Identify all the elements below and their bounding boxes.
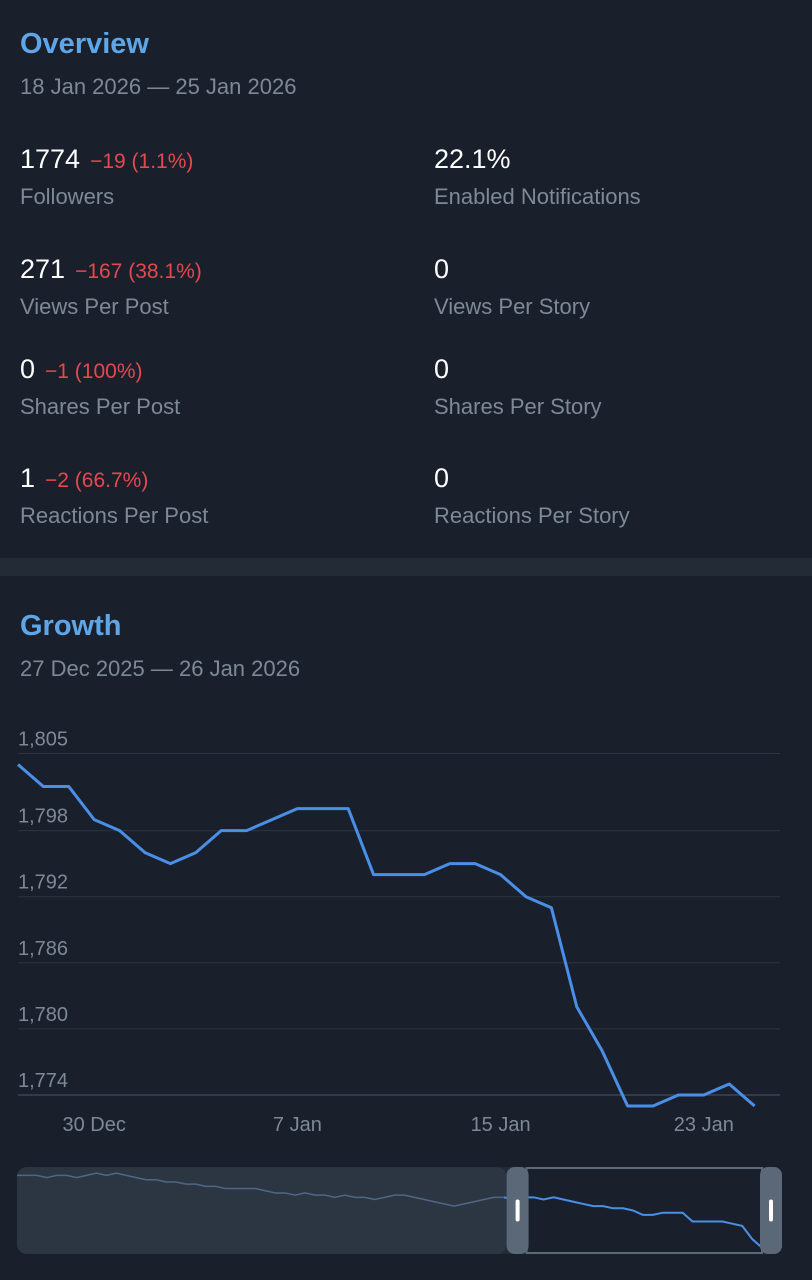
stat-reactions-per-story: 0 Reactions Per Story <box>434 463 630 528</box>
stat-value: 1774 <box>20 144 81 174</box>
stat-label: Views Per Story <box>434 294 591 319</box>
stat-delta: −19 (1.1%) <box>90 150 194 173</box>
stat-delta: −167 (38.1%) <box>75 260 202 283</box>
stat-label: Reactions Per Post <box>20 503 209 528</box>
stat-value: 0 <box>20 354 36 384</box>
stat-label: Views Per Post <box>20 294 169 319</box>
stat-value: 0 <box>434 354 450 384</box>
stat-enabled-notifications: 22.1% Enabled Notifications <box>434 144 641 209</box>
stat-value: 22.1% <box>434 144 511 174</box>
stat-delta: −2 (66.7%) <box>45 469 149 492</box>
stat-label: Reactions Per Story <box>434 503 630 528</box>
stat-value: 0 <box>434 463 450 493</box>
stat-value: 1 <box>20 463 36 493</box>
stat-label: Shares Per Story <box>434 394 602 419</box>
stat-value: 271 <box>20 254 66 284</box>
stat-label: Enabled Notifications <box>434 184 641 209</box>
section-divider <box>0 558 812 576</box>
overview-section: Overview 18 Jan 2026 — 25 Jan 2026 1774−… <box>0 0 812 558</box>
stat-followers: 1774 −19 (1.1%) Followers <box>20 144 194 209</box>
growth-date-range: 27 Dec 2025 — 26 Jan 2026 <box>20 656 301 681</box>
stat-shares-per-post: 0 −1 (100%) Shares Per Post <box>20 354 180 419</box>
stat-label: Shares Per Post <box>20 394 181 419</box>
growth-section: Growth 27 Dec 2025 — 26 Jan 2026 <box>0 576 812 1280</box>
stat-shares-per-story: 0 Shares Per Story <box>434 354 602 419</box>
stat-views-per-post: 271 −167 (38.1%) Views Per Post <box>20 254 202 319</box>
stat-views-per-story: 0 Views Per Story <box>434 254 590 319</box>
growth-title: Growth <box>20 610 122 642</box>
stat-label: Followers <box>20 184 115 209</box>
overview-date-range: 18 Jan 2026 — 25 Jan 2026 <box>20 74 297 99</box>
overview-title: Overview <box>20 28 149 60</box>
stat-reactions-per-post: 1 −2 (66.7%) Reactions Per Post <box>20 463 208 528</box>
stat-value: 0 <box>434 254 450 284</box>
stat-delta: −1 (100%) <box>45 360 143 383</box>
